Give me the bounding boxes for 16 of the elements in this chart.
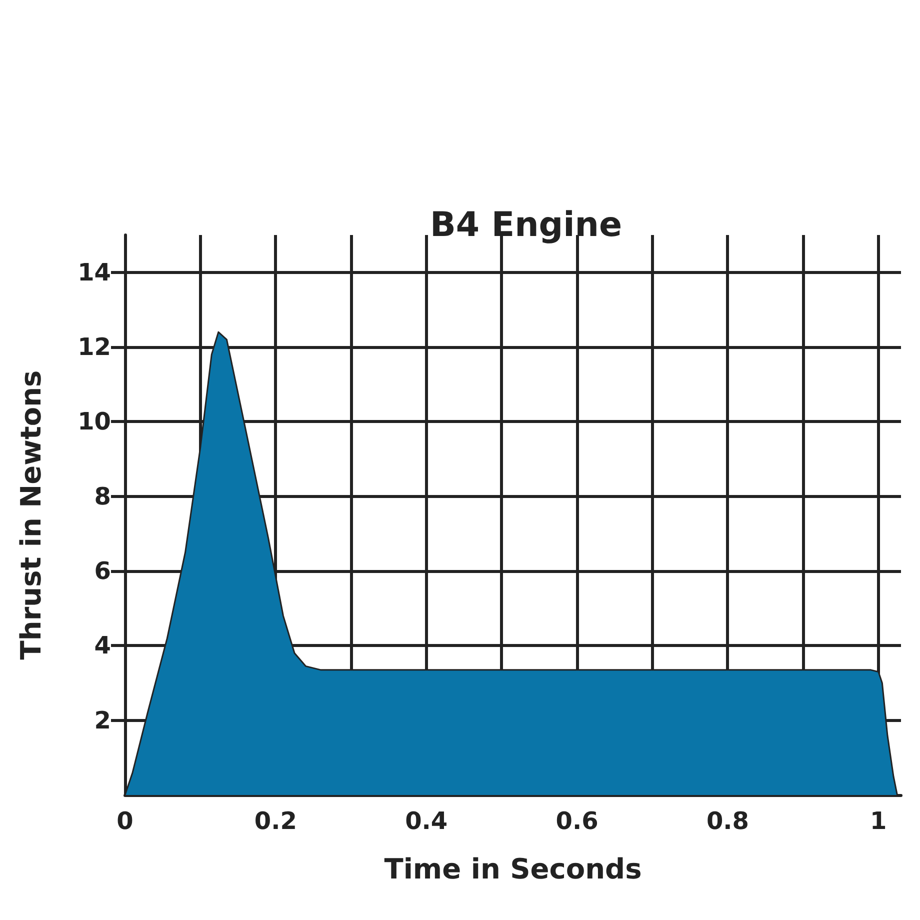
y-tick-label: 8 (94, 482, 111, 510)
y-axis-title: Thrust in Newtons (14, 370, 48, 660)
y-tick-label: 12 (78, 333, 111, 361)
x-tick-label: 0 (116, 807, 134, 835)
y-tick-label: 6 (94, 557, 111, 585)
y-tick-label: 14 (78, 258, 111, 286)
x-tick-label: 0.6 (556, 807, 598, 835)
y-tick-label: 10 (78, 408, 111, 436)
x-tick-label: 1 (870, 807, 887, 835)
x-tick-label: 0.8 (706, 807, 749, 835)
x-axis-title: Time in Seconds (384, 852, 642, 886)
x-tick-label: 0.2 (254, 807, 297, 835)
x-tick-label: 0.4 (405, 807, 448, 835)
y-tick-label: 4 (94, 632, 111, 660)
y-tick-label: 2 (94, 706, 111, 734)
chart-title: B4 Engine (430, 205, 622, 245)
